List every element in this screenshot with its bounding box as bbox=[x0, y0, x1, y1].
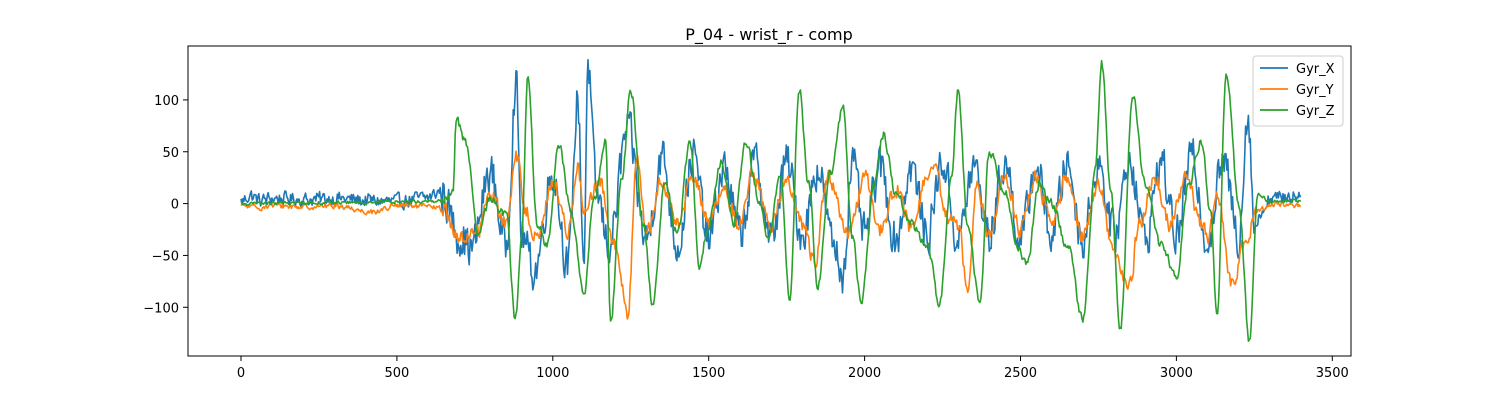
plot-frame bbox=[187, 45, 1352, 357]
x-tick-label: 2500 bbox=[1004, 366, 1037, 381]
x-tick-label: 0 bbox=[237, 366, 245, 381]
y-tick-label: 100 bbox=[154, 94, 179, 109]
series-line-gyr-x bbox=[240, 58, 1302, 294]
x-tick-label: 500 bbox=[384, 366, 409, 381]
legend-box bbox=[1252, 55, 1344, 127]
y-tick-label: −100 bbox=[143, 301, 179, 316]
series-lines bbox=[240, 58, 1302, 343]
series-line-gyr-y bbox=[240, 150, 1302, 320]
legend: Gyr_X Gyr_Y Gyr_Z bbox=[1252, 55, 1344, 127]
series-line-gyr-z bbox=[240, 59, 1302, 343]
chart-title: P_04 - wrist_r - comp bbox=[685, 25, 853, 45]
y-tick-label: 50 bbox=[162, 146, 179, 161]
x-tick-label: 2000 bbox=[848, 366, 881, 381]
x-tick-label: 3500 bbox=[1316, 366, 1349, 381]
y-tick-label: 0 bbox=[171, 198, 179, 213]
legend-label: Gyr_X bbox=[1296, 62, 1335, 77]
axis-ticks: 0 500 1000 1500 2000 2500 3000 3500 −100 −50 0 50 10… bbox=[143, 94, 1349, 381]
legend-label: Gyr_Z bbox=[1296, 104, 1335, 119]
x-tick-label: 1000 bbox=[536, 366, 569, 381]
x-tick-label: 1500 bbox=[692, 366, 725, 381]
y-tick-label: −50 bbox=[152, 249, 179, 264]
x-tick-label: 3000 bbox=[1160, 366, 1193, 381]
legend-label: Gyr_Y bbox=[1296, 83, 1334, 98]
